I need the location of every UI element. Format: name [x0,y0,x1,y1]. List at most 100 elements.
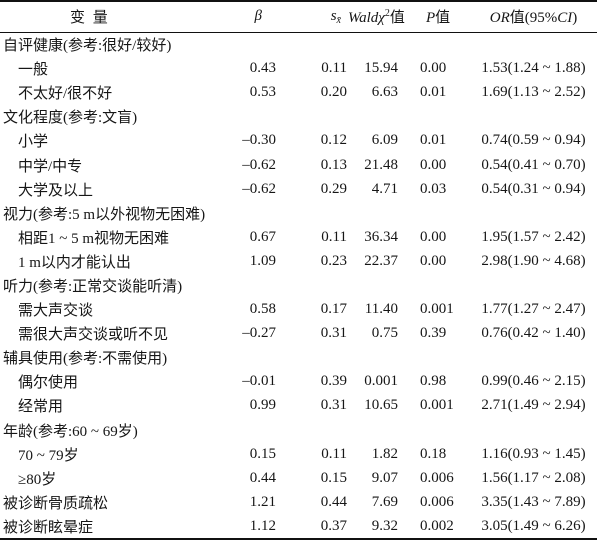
group-row: 听力(参考:正常交谈能听清) [0,273,597,297]
se-value: 0.31 [320,397,347,414]
or-ci-value: 1.77(1.27 ~ 2.47) [481,301,586,318]
beta-value: 1.12 [249,517,276,534]
variable-label: 不太好/很不好 [18,86,113,103]
wald-value: 0.001 [364,373,398,390]
variable-label: 被诊断骨质疏松 [3,495,109,512]
se-value: 0.11 [321,228,347,245]
variable-label: 需大声交谈 [18,303,94,320]
se-value: 0.17 [320,301,347,318]
header-se: sx̄ [276,8,347,26]
se-value: 0.31 [320,325,347,342]
header-se-subscript: x̄ [336,15,341,26]
or-ci-value: 3.35(1.43 ~ 7.89) [481,493,586,510]
header-or-italic: OR [489,10,510,26]
header-variable: 变 量 [70,10,110,26]
table-row: 被诊断骨质疏松 1.21 0.44 7.69 0.006 3.35(1.43 ~… [0,490,597,514]
header-p-italic: P [426,10,436,26]
p-value: 0.00 [420,252,447,269]
variable-label: ≥80岁 [18,471,57,488]
wald-value: 0.75 [371,325,398,342]
beta-value: –0.30 [242,132,276,149]
p-value: 0.18 [420,445,447,462]
variable-label: 经常用 [18,399,64,416]
header-or-close: ) [572,10,578,26]
se-value: 0.37 [320,517,347,534]
table-row: 需很大声交谈或听不见 –0.27 0.31 0.75 0.39 0.76(0.4… [0,322,597,346]
beta-value: –0.27 [242,325,276,342]
table-row: ≥80岁 0.44 0.15 9.07 0.006 1.56(1.17 ~ 2.… [0,466,597,490]
p-value: 0.001 [420,397,454,414]
group-label: 自评健康(参考:很好/较好) [3,38,172,55]
or-ci-value: 0.54(0.41 ~ 0.70) [481,156,586,173]
beta-value: 0.58 [249,301,276,318]
header-se-symbol: s [330,8,337,24]
or-ci-value: 1.95(1.57 ~ 2.42) [481,228,586,245]
or-ci-value: 2.98(1.90 ~ 4.68) [481,252,586,269]
wald-value: 21.48 [364,156,398,173]
table-row: 小学 –0.30 0.12 6.09 0.01 0.74(0.59 ~ 0.94… [0,129,597,153]
wald-value: 6.09 [371,132,398,149]
variable-label: 需很大声交谈或听不见 [18,327,169,344]
beta-value: –0.62 [242,156,276,173]
or-ci-value: 2.71(1.49 ~ 2.94) [481,397,586,414]
p-value: 0.001 [420,301,454,318]
or-ci-value: 0.74(0.59 ~ 0.94) [481,132,586,149]
header-wald-sup: 2 [384,8,390,19]
top-rule [0,0,597,2]
table-row: 相距1 ~ 5 m视物无困难 0.67 0.11 36.34 0.00 1.95… [0,225,597,249]
wald-value: 22.37 [364,252,398,269]
header-p: P值 [420,6,470,27]
beta-value: 0.44 [249,469,276,486]
variable-label: 70 ~ 79岁 [18,447,79,464]
group-row: 辅具使用(参考:不需使用) [0,346,597,370]
or-ci-value: 0.54(0.31 ~ 0.94) [481,180,586,197]
or-ci-value: 1.53(1.24 ~ 1.88) [481,60,586,77]
or-ci-value: 1.69(1.13 ~ 2.52) [481,84,586,101]
bottom-rule [0,538,597,540]
se-value: 0.44 [320,493,347,510]
or-ci-value: 3.05(1.49 ~ 6.26) [481,517,586,534]
wald-value: 9.32 [371,517,398,534]
wald-value: 36.34 [364,228,398,245]
beta-value: –0.62 [242,180,276,197]
p-value: 0.00 [420,228,447,245]
or-ci-value: 0.99(0.46 ~ 2.15) [481,373,586,390]
wald-value: 7.69 [371,493,398,510]
se-value: 0.11 [321,60,347,77]
table-row: 1 m以内才能认出 1.09 0.23 22.37 0.00 2.98(1.90… [0,249,597,273]
group-label: 文化程度(参考:文盲) [3,110,138,127]
table-row: 偶尔使用 –0.01 0.39 0.001 0.98 0.99(0.46 ~ 2… [0,370,597,394]
wald-value: 9.07 [371,469,398,486]
table-row: 一般 0.43 0.11 15.94 0.00 1.53(1.24 ~ 1.88… [0,57,597,81]
table-row: 需大声交谈 0.58 0.17 11.40 0.001 1.77(1.27 ~ … [0,298,597,322]
se-value: 0.23 [320,252,347,269]
table-row: 不太好/很不好 0.53 0.20 6.63 0.01 1.69(1.13 ~ … [0,81,597,105]
beta-value: 0.43 [249,60,276,77]
or-ci-value: 1.56(1.17 ~ 2.08) [481,469,586,486]
group-row: 自评健康(参考:很好/较好) [0,33,597,57]
variable-label: 被诊断眩晕症 [3,519,94,536]
variable-label: 相距1 ~ 5 m视物无困难 [18,230,170,247]
beta-value: 0.67 [249,228,276,245]
variable-label: 一般 [18,62,49,79]
se-value: 0.39 [320,373,347,390]
variable-label: 大学及以上 [18,182,94,199]
p-value: 0.01 [420,84,447,101]
wald-value: 11.40 [364,301,398,318]
beta-value: 1.21 [249,493,276,510]
header-wald-tail: 值 [389,10,405,26]
wald-value: 10.65 [364,397,398,414]
p-value: 0.00 [420,60,447,77]
or-ci-value: 1.16(0.93 ~ 1.45) [481,445,586,462]
beta-value: 0.15 [249,445,276,462]
se-value: 0.13 [320,156,347,173]
header-wald: Waldχ2值 [347,6,420,27]
se-value: 0.15 [320,469,347,486]
table-row: 70 ~ 79岁 0.15 0.11 1.82 0.18 1.16(0.93 ~… [0,442,597,466]
p-value: 0.03 [420,180,447,197]
table-row: 中学/中专 –0.62 0.13 21.48 0.00 0.54(0.41 ~ … [0,153,597,177]
wald-value: 4.71 [371,180,398,197]
variable-label: 中学/中专 [18,158,83,175]
header-rule [0,31,597,33]
